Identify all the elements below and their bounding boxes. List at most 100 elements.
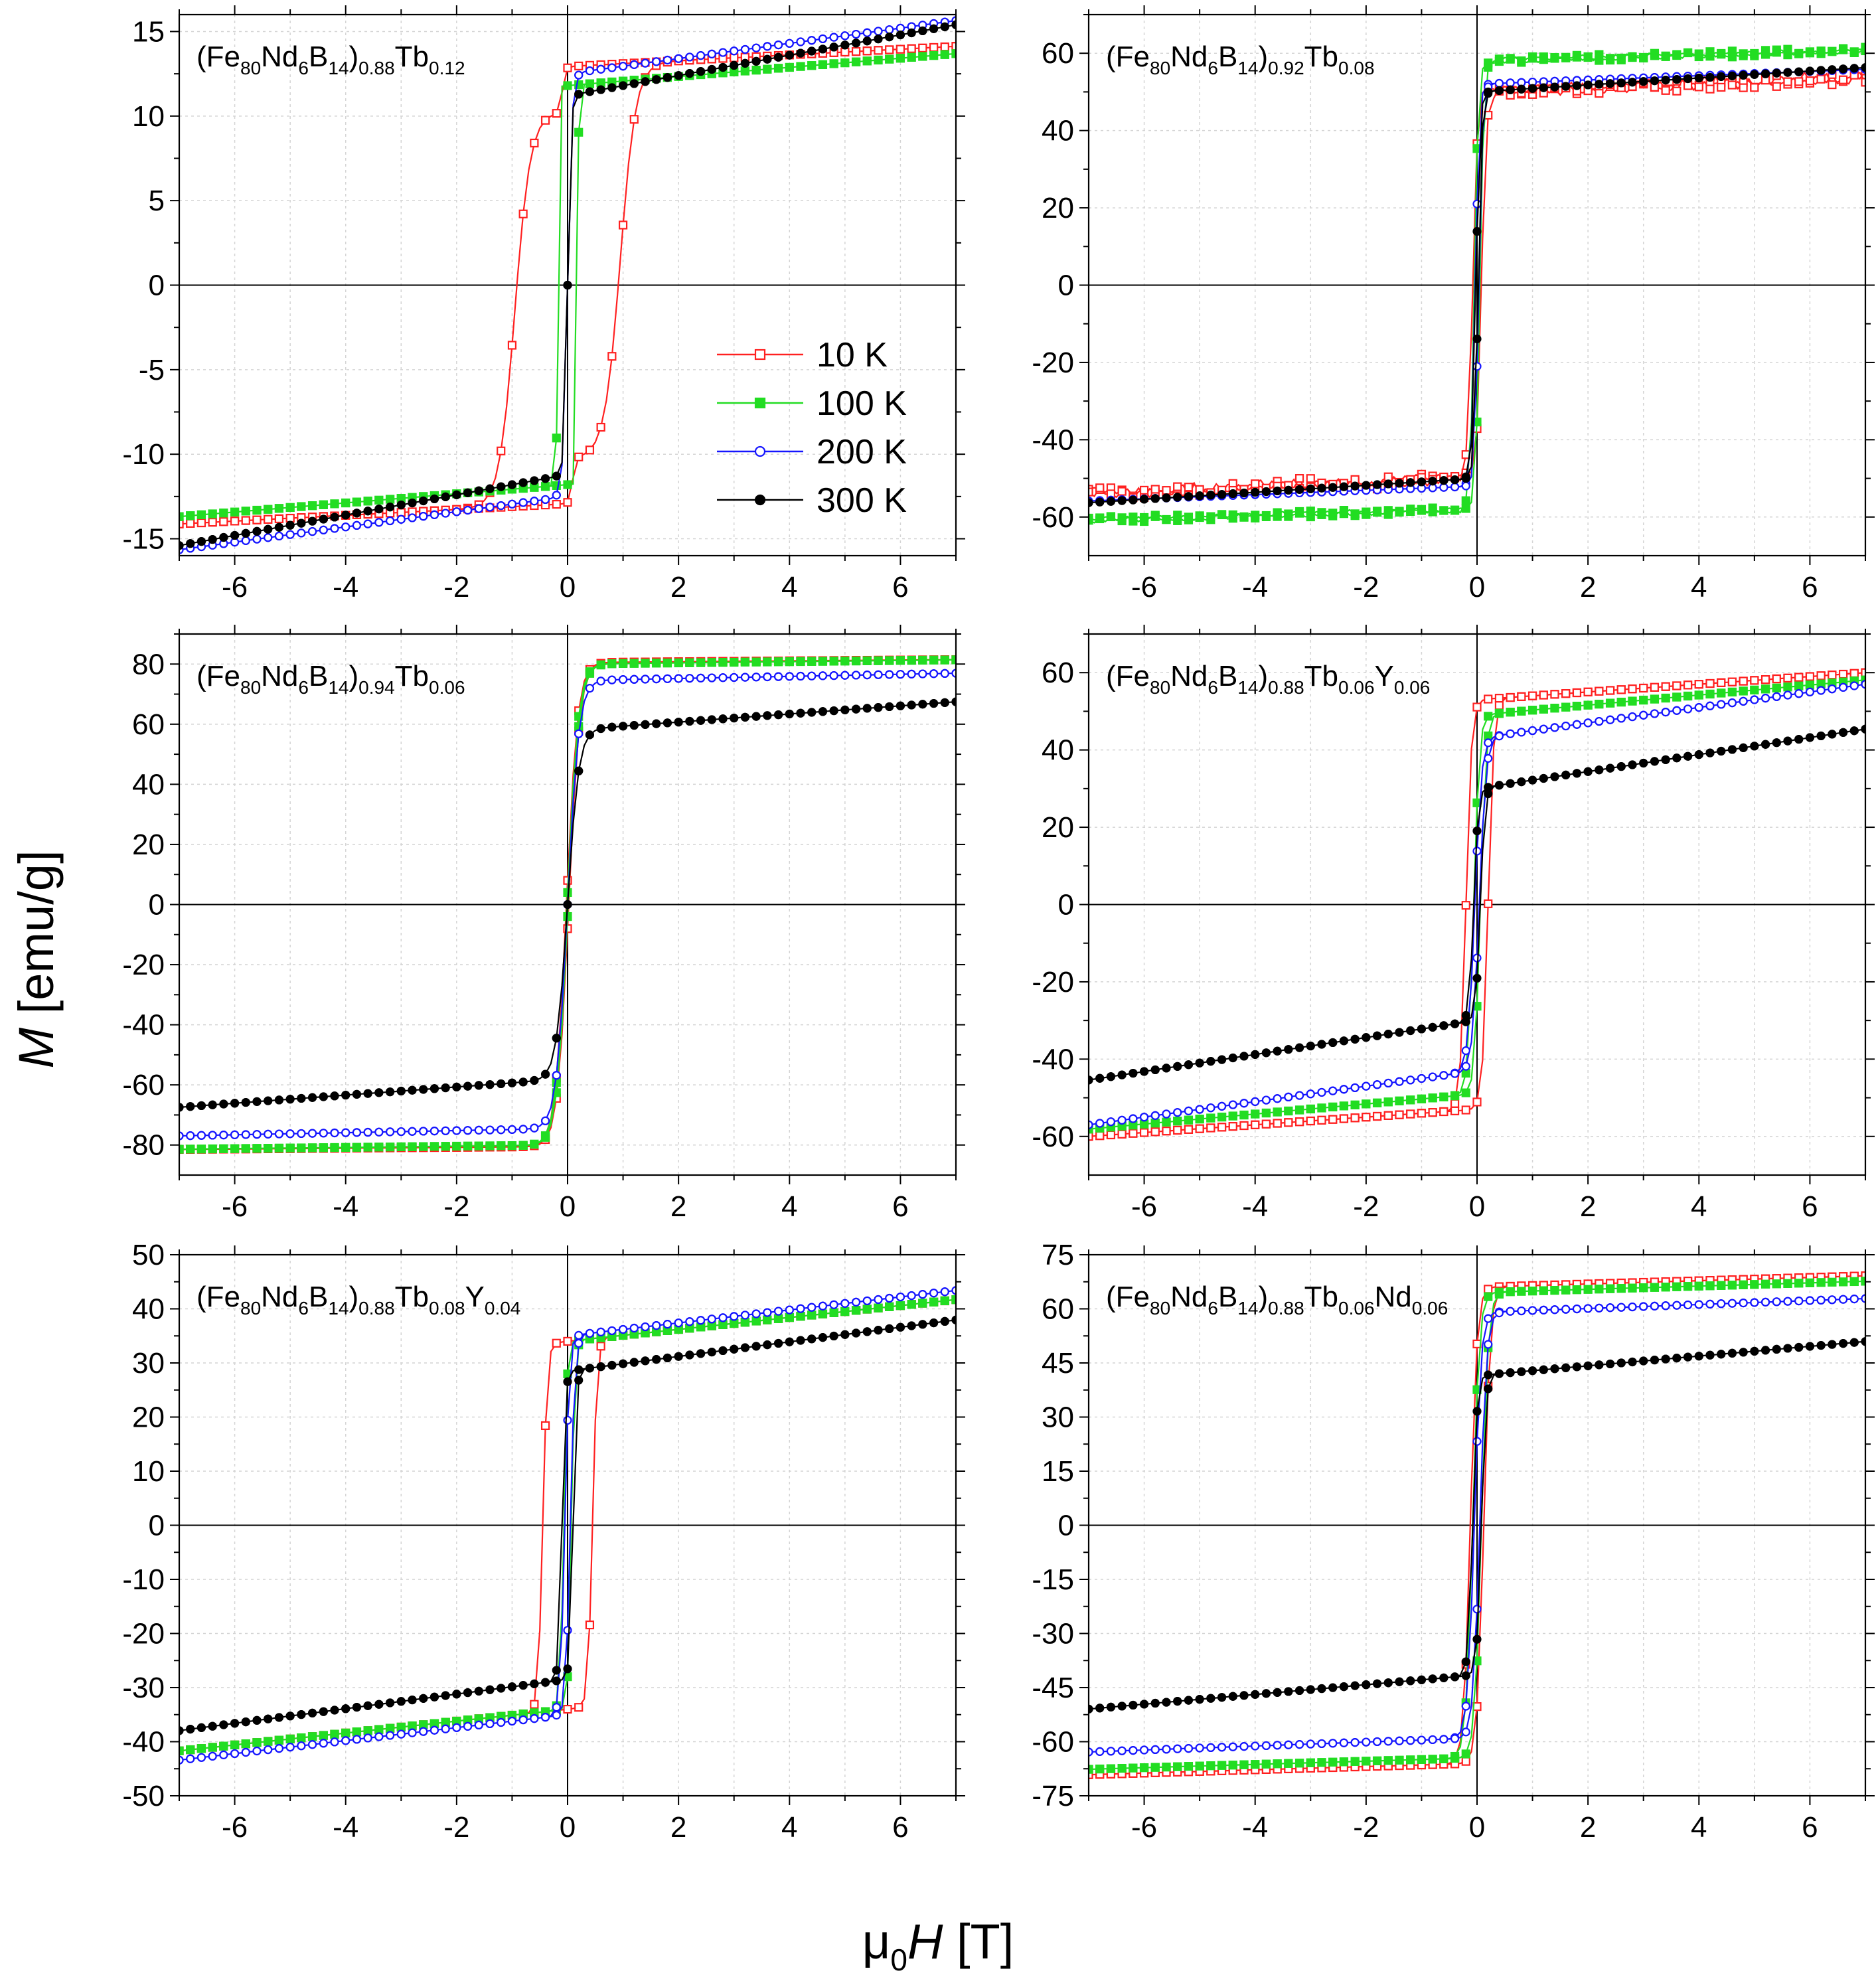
data-point — [485, 1141, 495, 1151]
data-point — [552, 481, 561, 491]
data-point — [1760, 69, 1770, 78]
data-point — [1273, 1094, 1282, 1103]
data-point — [1261, 1689, 1271, 1698]
data-point — [1251, 1741, 1260, 1751]
data-point — [441, 492, 450, 501]
y-tick-label: 60 — [1042, 37, 1074, 70]
data-point — [685, 69, 694, 78]
data-point — [874, 35, 883, 44]
data-point — [707, 1314, 716, 1324]
data-point — [1139, 1119, 1149, 1129]
data-point — [1317, 483, 1326, 493]
data-point — [674, 1352, 683, 1361]
data-point — [1251, 1760, 1260, 1769]
legend-label: 200 K — [817, 433, 907, 471]
data-point — [1439, 1071, 1448, 1080]
x-ticks: -6 -4 -2 0 2 4 6 — [1088, 1245, 1866, 1844]
data-point — [1550, 704, 1559, 713]
data-point — [1406, 1736, 1415, 1745]
data-point — [796, 1304, 805, 1313]
legend-label: 10 K — [817, 336, 888, 374]
y-tick-label: -45 — [1032, 1672, 1074, 1704]
data-point — [1828, 80, 1837, 90]
data-point — [230, 1740, 240, 1749]
data-point — [1672, 706, 1681, 715]
data-point — [1639, 1302, 1648, 1311]
data-point — [1173, 1062, 1182, 1071]
data-point — [1661, 51, 1670, 60]
x-tick-label: -4 — [333, 1190, 358, 1223]
data-point — [352, 1727, 362, 1737]
data-point — [1284, 1092, 1293, 1102]
data-point — [1717, 678, 1726, 687]
x-axis-title-italic: H — [907, 1914, 943, 1969]
data-point — [851, 671, 861, 680]
data-point — [463, 1721, 473, 1731]
data-point — [307, 516, 317, 526]
data-point — [252, 1097, 262, 1106]
data-point — [1472, 953, 1482, 963]
x-tick-label: -4 — [333, 1811, 358, 1844]
data-point — [1284, 1118, 1293, 1127]
data-point — [918, 700, 927, 709]
data-point — [1217, 1055, 1227, 1064]
data-point — [1417, 1755, 1427, 1764]
data-point — [1517, 777, 1526, 787]
data-point — [1727, 1299, 1737, 1308]
y-tick-label: 0 — [149, 889, 165, 921]
data-point — [785, 50, 794, 60]
data-point — [1350, 1034, 1360, 1044]
data-point — [563, 1336, 572, 1346]
data-point — [252, 534, 262, 544]
data-point — [1650, 1355, 1660, 1365]
data-point — [1783, 673, 1792, 682]
data-point — [1616, 685, 1626, 694]
data-point — [641, 77, 650, 86]
data-point — [430, 1084, 439, 1093]
data-point — [785, 1312, 794, 1322]
data-point — [1428, 1072, 1437, 1081]
data-point — [641, 675, 650, 684]
data-point — [740, 44, 750, 54]
data-point — [1294, 507, 1304, 516]
data-point — [363, 1127, 372, 1137]
data-point — [208, 534, 217, 544]
data-point — [497, 1684, 506, 1693]
data-point — [552, 471, 561, 481]
data-point — [1417, 1073, 1427, 1083]
data-point — [1406, 478, 1415, 487]
data-point — [1550, 1286, 1559, 1295]
data-point — [1472, 826, 1482, 836]
data-point — [208, 1131, 217, 1140]
data-point — [1583, 687, 1593, 696]
data-point — [751, 673, 761, 682]
series-group — [1089, 42, 1865, 526]
data-point — [1173, 511, 1182, 520]
data-point — [874, 1303, 883, 1312]
data-point — [807, 61, 817, 70]
data-point — [874, 670, 883, 679]
data-point — [1428, 1108, 1437, 1117]
data-point — [1450, 1091, 1460, 1101]
data-point — [341, 1143, 351, 1152]
y-tick-label: -20 — [122, 1618, 165, 1650]
data-point — [1605, 763, 1615, 773]
data-point — [1095, 1764, 1105, 1774]
data-point — [1328, 1757, 1338, 1767]
data-point — [1750, 676, 1759, 685]
y-ticks: -75 -60 -45 -30 -15 0 15 30 45 60 75 — [1032, 1239, 1875, 1812]
data-point — [1372, 1098, 1382, 1107]
data-point — [1639, 710, 1648, 720]
y-tick-label: 10 — [132, 1455, 165, 1488]
data-point — [463, 1081, 473, 1091]
data-point — [1139, 1745, 1149, 1755]
data-point — [285, 1711, 295, 1721]
data-point — [596, 1362, 605, 1372]
data-point — [1106, 1072, 1116, 1081]
data-point — [1139, 1128, 1149, 1137]
data-point — [1372, 1737, 1382, 1747]
data-point — [1461, 1727, 1470, 1737]
data-point — [1461, 1105, 1470, 1115]
x-ticks: -6 -4 -2 0 2 4 6 — [179, 5, 957, 603]
data-point — [374, 495, 384, 505]
